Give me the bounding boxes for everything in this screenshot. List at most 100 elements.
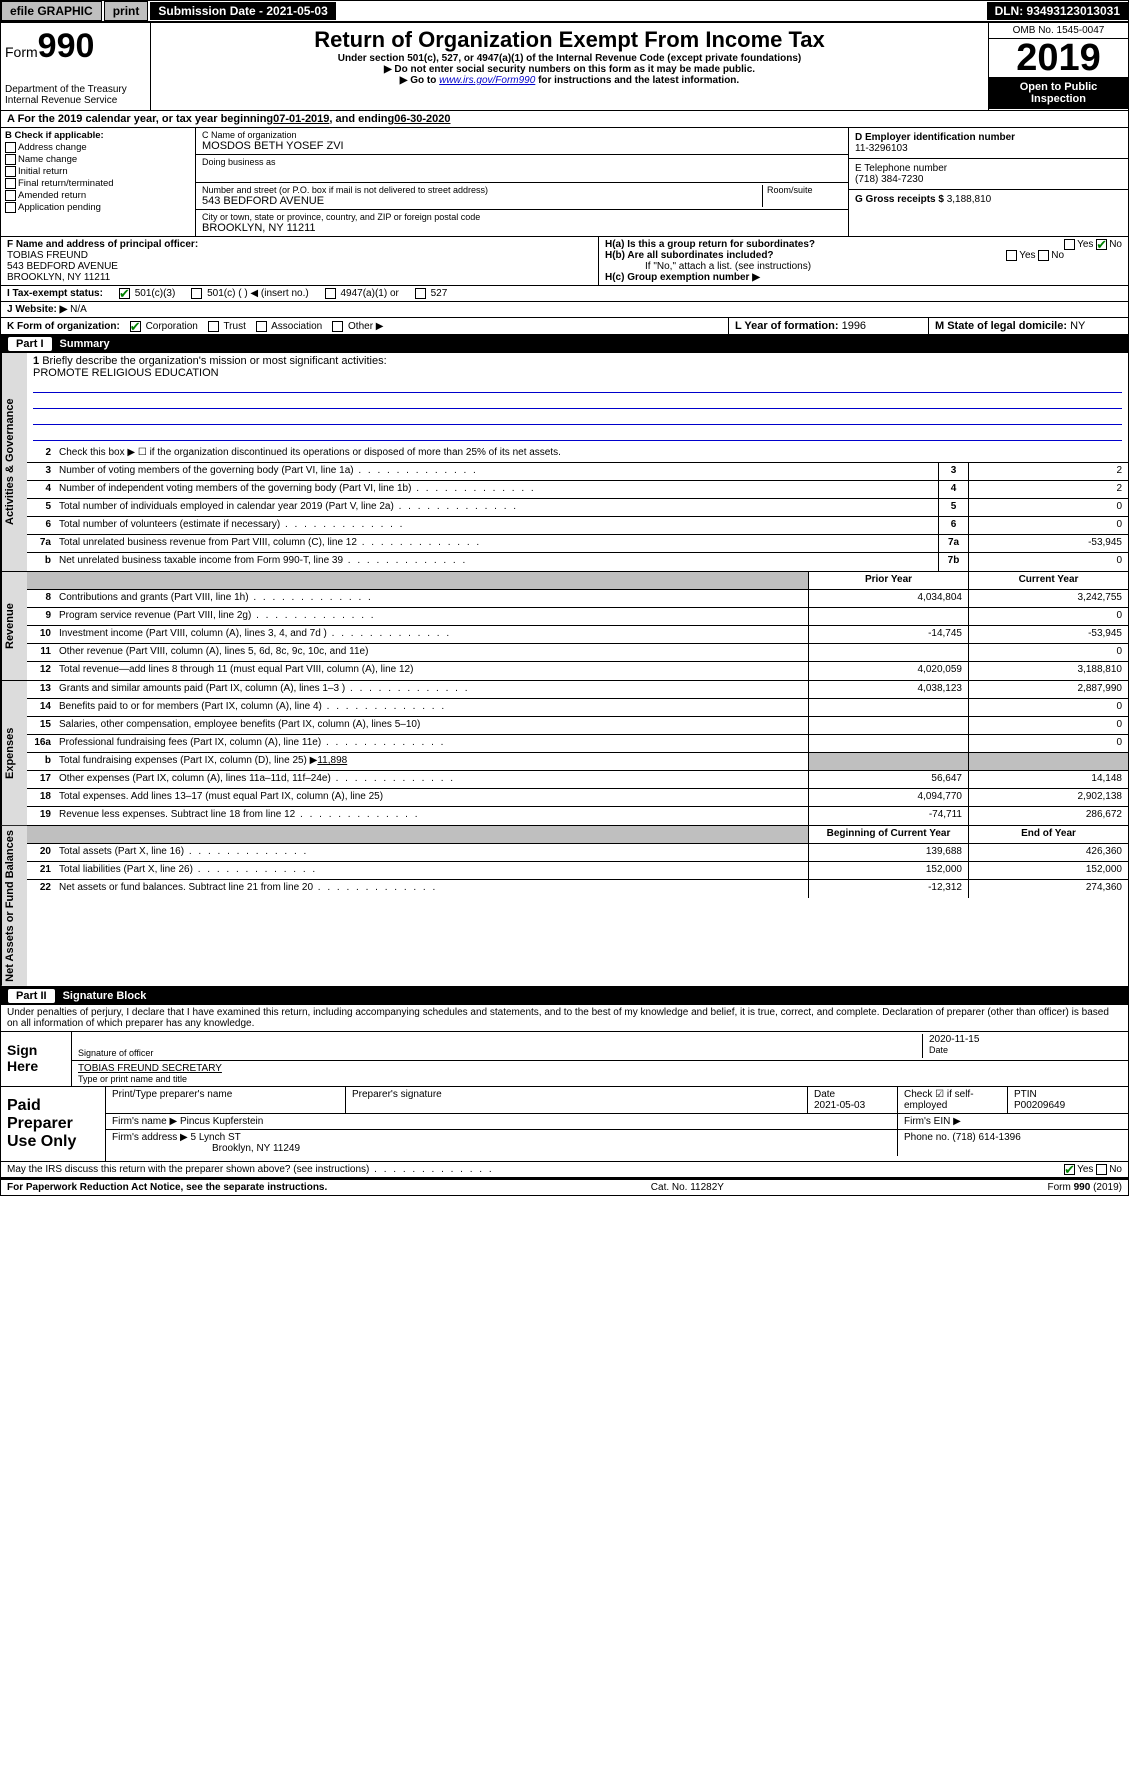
irs-link[interactable]: www.irs.gov/Form990: [439, 75, 535, 86]
prep-date-hdr: Date: [814, 1089, 891, 1100]
domicile-label: M State of legal domicile:: [935, 320, 1067, 332]
firm-phone-label: Phone no.: [904, 1132, 950, 1143]
p21: 152,000: [808, 862, 968, 879]
section-i: I Tax-exempt status: 501(c)(3) 501(c) ( …: [0, 286, 1129, 302]
p19: -74,711: [808, 807, 968, 825]
line14: Benefits paid to or for members (Part IX…: [55, 699, 808, 716]
line16a: Professional fundraising fees (Part IX, …: [55, 735, 808, 752]
chk-initial[interactable]: Initial return: [5, 166, 191, 177]
revenue-block: Revenue Prior YearCurrent Year 8Contribu…: [0, 572, 1129, 681]
chk-pending[interactable]: Application pending: [5, 202, 191, 213]
sig-date-label: Date: [929, 1045, 1122, 1055]
line13: Grants and similar amounts paid (Part IX…: [55, 681, 808, 698]
p8: 4,034,804: [808, 590, 968, 607]
city-label: City or town, state or province, country…: [202, 212, 842, 222]
firm-addr2: Brooklyn, NY 11249: [112, 1143, 300, 1154]
addr-label: Number and street (or P.O. box if mail i…: [202, 185, 762, 195]
c10: -53,945: [968, 626, 1128, 643]
netassets-block: Net Assets or Fund Balances Beginning of…: [0, 826, 1129, 987]
paid-label: Paid Preparer Use Only: [1, 1087, 106, 1161]
line16b: Total fundraising expenses (Part IX, col…: [59, 755, 317, 766]
c11: 0: [968, 644, 1128, 661]
ha-no[interactable]: No: [1109, 239, 1122, 250]
chk-address[interactable]: Address change: [5, 142, 191, 153]
line5: Total number of individuals employed in …: [55, 499, 938, 516]
part1-title: Summary: [60, 338, 110, 350]
period-mid: , and ending: [329, 113, 394, 125]
discuss-no-chk[interactable]: [1096, 1164, 1107, 1175]
p11: [808, 644, 968, 661]
c8: 3,242,755: [968, 590, 1128, 607]
open-inspection: Open to Public Inspection: [989, 77, 1128, 109]
line10: Investment income (Part VIII, column (A)…: [55, 626, 808, 643]
hb-label: H(b) Are all subordinates included?: [605, 250, 774, 261]
c20: 426,360: [968, 844, 1128, 861]
chk-final[interactable]: Final return/terminated: [5, 178, 191, 189]
activities-block: Activities & Governance 1 Briefly descri…: [0, 353, 1129, 572]
part2-title: Signature Block: [63, 990, 147, 1002]
prep-name-hdr: Print/Type preparer's name: [106, 1087, 346, 1113]
c9: 0: [968, 608, 1128, 625]
firm-label: Firm's name ▶: [112, 1116, 177, 1127]
c22: 274,360: [968, 880, 1128, 898]
discuss-yes-chk[interactable]: [1064, 1164, 1075, 1175]
chk-trust[interactable]: [208, 321, 219, 332]
c17: 14,148: [968, 771, 1128, 788]
val7b: 0: [968, 553, 1128, 571]
gross-label: G Gross receipts $: [855, 194, 944, 205]
line15: Salaries, other compensation, employee b…: [55, 717, 808, 734]
form-number: 990: [38, 27, 95, 65]
line12: Total revenue—add lines 8 through 11 (mu…: [55, 662, 808, 680]
chk-501c3[interactable]: [119, 288, 130, 299]
chk-amended[interactable]: Amended return: [5, 190, 191, 201]
line22: Net assets or fund balances. Subtract li…: [55, 880, 808, 898]
chk-4947[interactable]: [325, 288, 336, 299]
line6: Total number of volunteers (estimate if …: [55, 517, 938, 534]
line18: Total expenses. Add lines 13–17 (must eq…: [55, 789, 808, 806]
section-klm: K Form of organization: Corporation Trus…: [0, 318, 1129, 335]
chk-name[interactable]: Name change: [5, 154, 191, 165]
officer-name: TOBIAS FREUND: [7, 250, 592, 261]
chk-527[interactable]: [415, 288, 426, 299]
submission-date: Submission Date - 2021-05-03: [150, 2, 335, 20]
p22: -12,312: [808, 880, 968, 898]
hb-no[interactable]: No: [1051, 250, 1064, 261]
box-b-title: B Check if applicable:: [5, 130, 191, 141]
sig-date: 2020-11-15: [929, 1034, 1122, 1045]
chk-corp[interactable]: [130, 321, 141, 332]
hb-yes[interactable]: Yes: [1019, 250, 1035, 261]
sidebar-activities: Activities & Governance: [1, 353, 27, 571]
p20: 139,688: [808, 844, 968, 861]
c18: 2,902,138: [968, 789, 1128, 806]
sidebar-netassets: Net Assets or Fund Balances: [1, 826, 27, 986]
period-begin: 07-01-2019: [273, 113, 329, 125]
firm-phone: (718) 614-1396: [952, 1132, 1020, 1143]
officer-print-name: TOBIAS FREUND SECRETARY: [78, 1063, 1122, 1074]
line4: Number of independent voting members of …: [55, 481, 938, 498]
period-end: 06-30-2020: [394, 113, 450, 125]
discuss-yes: Yes: [1077, 1164, 1093, 1175]
firm-ein-label: Firm's EIN ▶: [898, 1114, 1128, 1129]
part1-num: Part I: [8, 337, 52, 351]
p16a: [808, 735, 968, 752]
hdr-curr: Current Year: [968, 572, 1128, 589]
expenses-block: Expenses 13Grants and similar amounts pa…: [0, 681, 1129, 826]
chk-501c[interactable]: [191, 288, 202, 299]
line8: Contributions and grants (Part VIII, lin…: [55, 590, 808, 607]
irs-label: Internal Revenue Service: [5, 95, 146, 106]
ha-yes[interactable]: Yes: [1077, 239, 1093, 250]
line1-value: PROMOTE RELIGIOUS EDUCATION: [33, 367, 1122, 379]
discuss-no: No: [1109, 1164, 1122, 1175]
print-button[interactable]: print: [104, 1, 149, 21]
p10: -14,745: [808, 626, 968, 643]
period-row: A For the 2019 calendar year, or tax yea…: [0, 111, 1129, 128]
box-c: C Name of organization MOSDOS BETH YOSEF…: [196, 128, 848, 236]
val4: 2: [968, 481, 1128, 498]
form-subtitle: Under section 501(c), 527, or 4947(a)(1)…: [155, 53, 984, 64]
phone-label: E Telephone number: [855, 163, 1122, 174]
chk-other[interactable]: [332, 321, 343, 332]
year-form-value: 1996: [842, 320, 866, 332]
section-j: J Website: ▶ N/A: [0, 302, 1129, 318]
chk-assoc[interactable]: [256, 321, 267, 332]
firm-name: Pincus Kupferstein: [180, 1116, 263, 1127]
